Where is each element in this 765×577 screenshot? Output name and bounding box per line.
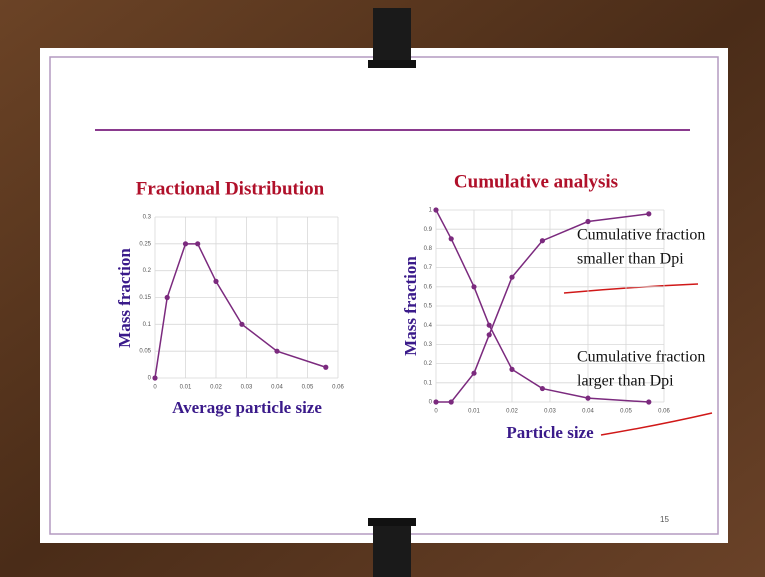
y-tick-label: 0.1 — [424, 380, 433, 386]
x-tick-label: 0.06 — [332, 385, 344, 391]
data-point — [152, 375, 157, 380]
clip — [368, 60, 416, 68]
x-tick-label: 0.02 — [210, 385, 222, 391]
data-point — [449, 236, 454, 241]
y-tick-label: 0.3 — [143, 215, 152, 221]
data-point — [433, 207, 438, 212]
data-point — [239, 322, 244, 327]
y-tick-label: 0.9 — [424, 227, 433, 233]
data-point — [323, 365, 328, 370]
data-point — [509, 367, 514, 372]
chart-title: Fractional Distribution — [136, 178, 325, 199]
data-point — [585, 219, 590, 224]
chart-title: Cumulative analysis — [454, 171, 618, 192]
annotation: smaller than Dpi — [577, 251, 684, 268]
data-point — [540, 238, 545, 243]
data-point — [183, 241, 188, 246]
data-point — [165, 295, 170, 300]
data-point — [646, 211, 651, 216]
y-tick-label: 0.15 — [139, 295, 151, 301]
data-point — [646, 399, 651, 404]
clip — [373, 518, 411, 577]
y-tick-label: 0.5 — [424, 304, 433, 310]
y-tick-label: 0.2 — [424, 361, 433, 367]
x-axis-label: Particle size — [506, 423, 594, 442]
data-point — [274, 349, 279, 354]
data-point — [487, 332, 492, 337]
data-point — [487, 323, 492, 328]
y-tick-label: 0.4 — [424, 323, 433, 329]
annotation: Cumulative fraction — [577, 349, 705, 366]
data-point — [509, 275, 514, 280]
x-tick-label: 0.02 — [506, 409, 518, 415]
x-axis-label: Average particle size — [172, 398, 322, 417]
y-tick-label: 0.6 — [424, 284, 433, 290]
data-point — [195, 241, 200, 246]
data-point — [540, 386, 545, 391]
x-tick-label: 0.03 — [241, 385, 253, 391]
data-point — [585, 396, 590, 401]
data-point — [449, 399, 454, 404]
y-tick-label: 0.3 — [424, 342, 433, 348]
y-tick-label: 0.2 — [143, 268, 152, 274]
annotation: Cumulative fraction — [577, 227, 705, 244]
y-tick-label: 0.25 — [139, 241, 151, 247]
data-point — [213, 279, 218, 284]
x-tick-label: 0.01 — [468, 409, 480, 415]
y-tick-label: 0.7 — [424, 265, 433, 271]
x-tick-label: 0.06 — [658, 409, 670, 415]
y-axis-label: Mass fraction — [115, 248, 134, 348]
slide-screenshot: 15 Fractional Distribution Average partic… — [0, 0, 765, 577]
x-tick-label: 0.03 — [544, 409, 556, 415]
clip — [368, 518, 416, 526]
annotation: larger than Dpi — [577, 373, 674, 390]
y-tick-label: 0.05 — [139, 349, 151, 355]
page-number: 15 — [660, 515, 669, 524]
data-point — [471, 371, 476, 376]
x-tick-label: 0.04 — [582, 409, 594, 415]
x-tick-label: 0.05 — [620, 409, 632, 415]
data-point — [471, 284, 476, 289]
x-tick-label: 0.05 — [302, 385, 314, 391]
x-tick-label: 0.04 — [271, 385, 283, 391]
clip — [373, 8, 411, 68]
y-tick-label: 0.1 — [143, 322, 152, 328]
data-point — [433, 399, 438, 404]
y-axis-label: Mass fraction — [401, 256, 420, 356]
y-tick-label: 0.8 — [424, 246, 433, 252]
x-tick-label: 0.01 — [180, 385, 192, 391]
